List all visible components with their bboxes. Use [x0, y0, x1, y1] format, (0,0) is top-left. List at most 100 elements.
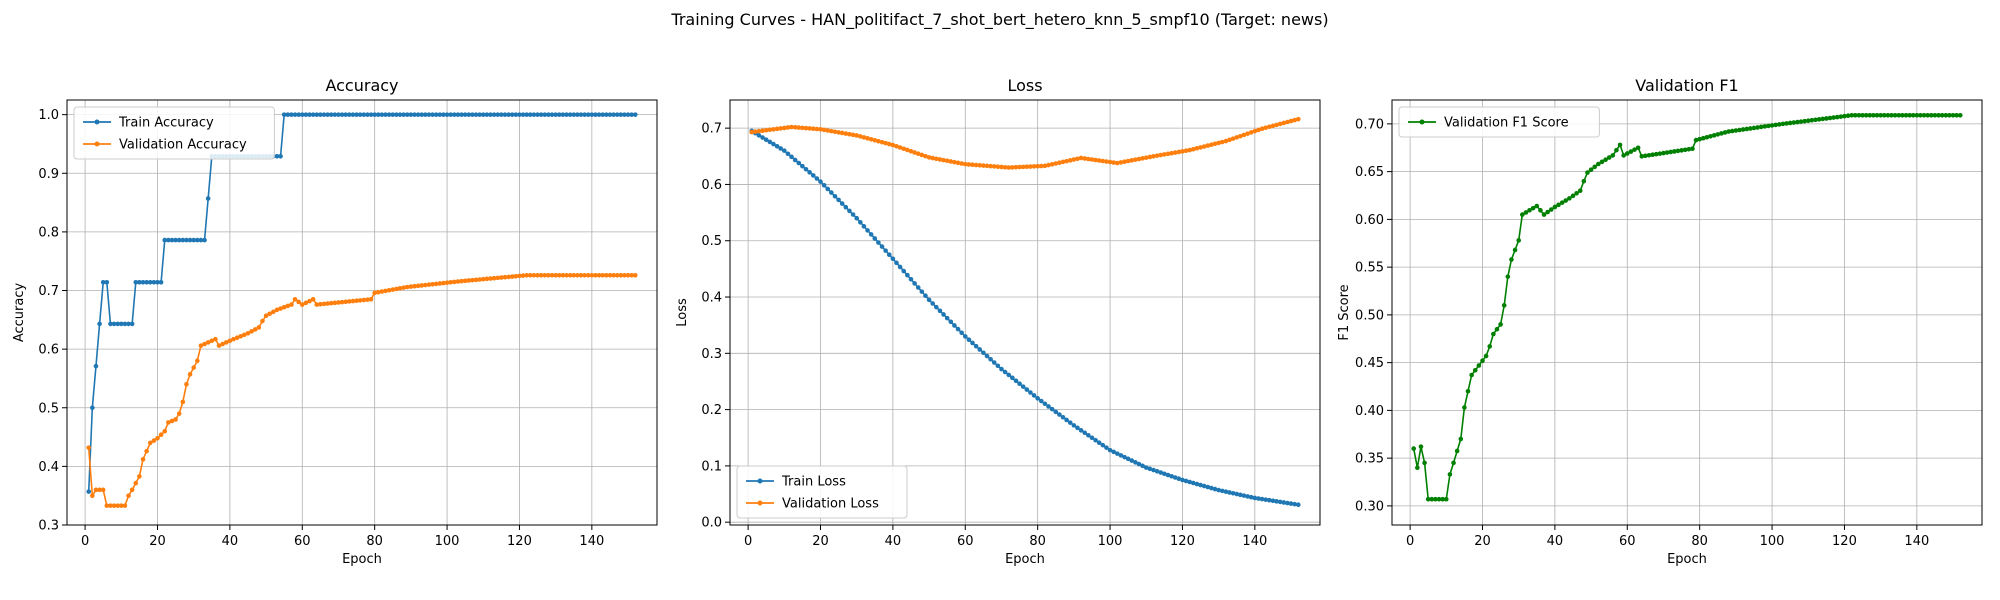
- grid-lines: [730, 100, 1320, 525]
- data-point: [1096, 440, 1102, 446]
- data-point: [1957, 112, 1963, 118]
- y-axis-label: F1 Score: [1337, 284, 1352, 340]
- data-point: [883, 248, 888, 253]
- data-point: [198, 237, 204, 243]
- data-point: [632, 272, 638, 278]
- data-point: [1878, 112, 1883, 118]
- data-point: [462, 112, 468, 117]
- data-point: [184, 382, 189, 387]
- data-point: [238, 333, 244, 339]
- data-point: [981, 163, 986, 168]
- data-point: [147, 440, 153, 446]
- data-point: [1711, 133, 1717, 138]
- data-point: [839, 130, 845, 136]
- data-point: [470, 112, 475, 117]
- data-point: [1241, 132, 1247, 138]
- data-point: [1100, 158, 1106, 164]
- data-point: [600, 272, 606, 278]
- data-point: [1100, 442, 1106, 448]
- data-point: [1697, 136, 1702, 142]
- data-point: [155, 280, 160, 285]
- data-point: [1274, 499, 1279, 504]
- data-point: [622, 112, 627, 117]
- data-point: [571, 112, 577, 117]
- data-point: [984, 353, 990, 359]
- data-point: [292, 297, 298, 302]
- data-point: [151, 280, 157, 285]
- data-point: [858, 219, 863, 225]
- data-point: [1925, 112, 1931, 118]
- data-point: [115, 321, 120, 327]
- data-point: [578, 112, 584, 117]
- data-point: [158, 280, 164, 285]
- data-point: [792, 157, 798, 163]
- data-point: [93, 487, 99, 493]
- x-tick-label: 120: [1832, 534, 1857, 549]
- data-point: [1534, 203, 1540, 209]
- data-point: [245, 331, 251, 336]
- data-point: [357, 298, 363, 303]
- data-point: [1067, 158, 1073, 163]
- data-point: [361, 112, 367, 117]
- data-point: [1187, 147, 1192, 153]
- data-point: [173, 237, 178, 243]
- data-point: [1632, 147, 1637, 152]
- data-point: [1010, 375, 1015, 381]
- data-point: [1777, 122, 1782, 127]
- data-point: [937, 308, 943, 314]
- data-point: [582, 272, 587, 278]
- data-point: [524, 112, 529, 117]
- data-point: [1223, 489, 1229, 494]
- data-point: [1285, 500, 1290, 506]
- data-point: [901, 268, 907, 274]
- data-point: [357, 112, 363, 117]
- data-point: [890, 256, 896, 262]
- data-point: [1827, 115, 1833, 121]
- y-tick-label: 1.0: [38, 108, 59, 123]
- data-point: [1809, 117, 1815, 123]
- data-point: [593, 112, 598, 117]
- series-train-loss: [749, 128, 1301, 508]
- data-point: [1748, 126, 1753, 131]
- data-point: [444, 112, 450, 117]
- data-point: [944, 158, 950, 164]
- data-point: [195, 358, 200, 364]
- data-point: [926, 297, 932, 303]
- data-point: [771, 127, 776, 132]
- data-point: [1089, 157, 1095, 162]
- data-point: [1824, 116, 1829, 121]
- data-point: [553, 112, 558, 117]
- data-point: [1802, 118, 1807, 124]
- data-point: [1621, 153, 1626, 158]
- x-tick-label: 20: [1474, 534, 1491, 549]
- data-point: [941, 157, 946, 163]
- data-point: [1559, 200, 1565, 205]
- data-point: [1556, 202, 1561, 208]
- y-tick-label: 0.6: [701, 178, 722, 193]
- data-point: [375, 289, 381, 295]
- data-point: [1013, 378, 1019, 384]
- data-point: [1234, 491, 1240, 497]
- data-point: [760, 135, 765, 140]
- data-point: [1693, 137, 1699, 143]
- data-point: [1860, 112, 1865, 118]
- data-point: [281, 112, 287, 117]
- data-point: [1035, 163, 1040, 169]
- x-tick-label: 60: [1619, 534, 1636, 549]
- data-point: [1093, 157, 1098, 163]
- data-point: [1176, 476, 1182, 482]
- data-point: [213, 336, 218, 342]
- data-point: [1292, 117, 1297, 123]
- data-point: [1172, 475, 1178, 480]
- data-point: [1570, 193, 1576, 199]
- data-point: [1954, 112, 1959, 118]
- data-point: [310, 297, 316, 302]
- data-point: [934, 304, 939, 310]
- data-point: [278, 153, 283, 159]
- data-point: [937, 157, 943, 162]
- data-point: [1820, 116, 1826, 122]
- data-point: [789, 154, 794, 160]
- data-point: [1125, 158, 1131, 164]
- data-point: [1198, 145, 1203, 150]
- data-point: [919, 152, 925, 158]
